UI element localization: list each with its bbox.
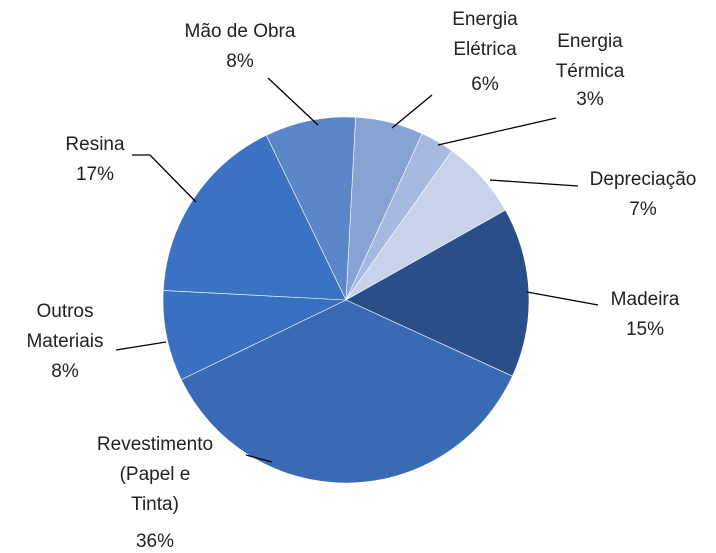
- leader-line: [391, 94, 433, 129]
- slice-value-label: 6%: [471, 74, 499, 95]
- pie-slice: [162, 290, 347, 381]
- slice-label: Outros Materiais: [26, 301, 104, 352]
- slice-value-label: 17%: [75, 164, 115, 185]
- slice-label: Energia Térmica: [555, 31, 625, 82]
- leader-line: [245, 454, 273, 463]
- slice-value-label: 3%: [576, 89, 604, 110]
- slice-label: Revestimento (Papel e Tinta): [96, 434, 214, 515]
- slice-value-label: 8%: [226, 51, 254, 72]
- slice-value-label: 36%: [135, 531, 175, 552]
- slice-label: Depreciação: [589, 169, 697, 190]
- pie-slice: [265, 116, 356, 301]
- slice-label: Mão de Obra: [184, 21, 296, 42]
- leader-line: [489, 179, 579, 187]
- leader-line: [115, 341, 167, 351]
- leader-line: [132, 154, 197, 203]
- slice-label: Energia Elétrica: [452, 9, 518, 60]
- leader-line: [437, 117, 557, 146]
- slice-label: Madeira: [610, 289, 680, 310]
- pie-slice: [180, 299, 513, 484]
- leader-line: [526, 291, 599, 306]
- slice-value-label: 8%: [51, 361, 79, 382]
- slice-value-label: 7%: [629, 199, 657, 220]
- slice-value-label: 15%: [625, 319, 665, 340]
- leader-line: [267, 77, 319, 126]
- slice-label: Resina: [65, 134, 125, 155]
